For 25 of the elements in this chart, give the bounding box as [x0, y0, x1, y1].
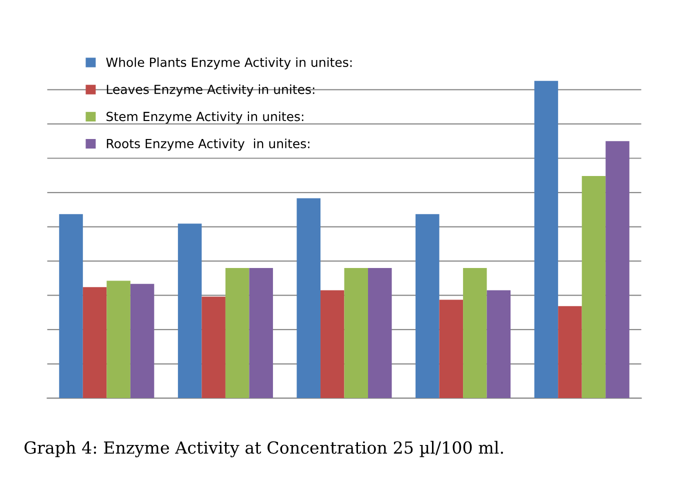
caption: Graph 4: Enzyme Activity at Concentration 25 µl/100 ml. — [24, 440, 504, 458]
bar — [416, 214, 440, 398]
bar — [106, 280, 130, 398]
bar — [82, 287, 107, 398]
bar — [582, 176, 606, 398]
bar — [59, 214, 83, 398]
bar — [486, 290, 511, 398]
bar — [320, 290, 344, 398]
bar — [130, 284, 154, 398]
bar — [558, 306, 582, 398]
bar — [344, 268, 368, 398]
legend-label: Roots Enzyme Activity in unites: — [106, 138, 310, 151]
bar — [202, 296, 226, 398]
legend-label: Stem Enzyme Activity in unites: — [106, 112, 304, 124]
legend-label: Whole Plants Enzyme Activity in unites: — [106, 57, 352, 70]
bar — [296, 198, 320, 398]
legend-label: Leaves Enzyme Activity in unites: — [106, 84, 314, 97]
bar — [225, 268, 250, 398]
bar — [368, 268, 392, 398]
bar — [249, 268, 273, 398]
bar — [439, 300, 464, 398]
bar — [606, 141, 630, 398]
bar — [463, 268, 487, 398]
bar — [534, 80, 558, 398]
bar — [178, 224, 202, 398]
